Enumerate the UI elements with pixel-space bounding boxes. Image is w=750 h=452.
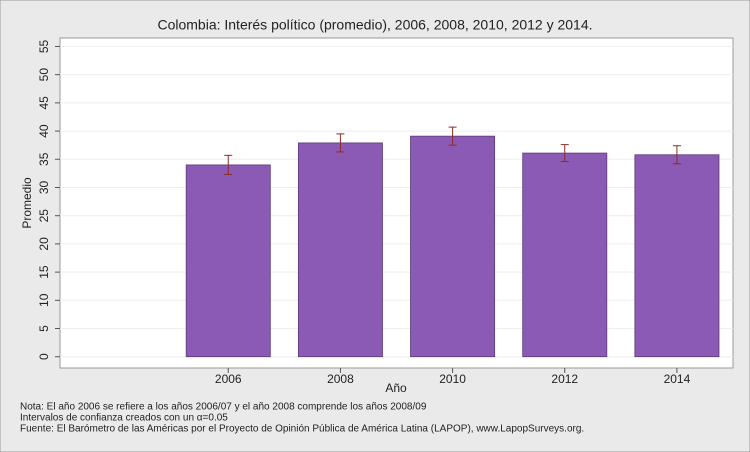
bar [410,135,496,358]
y-tick-label: 50 [37,68,51,82]
y-tick-label: 30 [37,180,51,194]
y-tick-label: 25 [37,209,51,223]
y-axis-label: Promedio [20,177,34,229]
y-tick-label: 15 [37,265,51,279]
bar [185,164,271,358]
y-tick-label: 0 [37,353,51,360]
x-axis-label: Año [385,381,407,395]
plot-area [59,37,734,369]
note: Intervalos de confianza creados con un α… [20,413,228,424]
y-tick-label: 5 [37,325,51,332]
y-tick-label: 10 [37,293,51,307]
error-bar [224,154,233,176]
error-bar [672,145,681,165]
error-bar [448,126,457,146]
y-tick-label: 40 [37,124,51,138]
y-tick-label: 20 [37,237,51,251]
note: Nota: El año 2006 se refiere a los años … [20,402,427,413]
chart-title: Colombia: Interés político (promedio), 2… [157,17,592,33]
x-tick-label: 2010 [439,372,466,386]
bar [634,154,720,358]
bar [522,152,608,358]
x-tick-label: 2008 [327,372,354,386]
x-tick-label: 2012 [551,372,578,386]
x-tick-label: 2014 [664,372,691,386]
bar [297,142,383,358]
y-tick-label: 45 [37,96,51,110]
note: Fuente: El Barómetro de las Américas por… [20,424,584,435]
y-tick-label: 55 [37,39,51,53]
x-tick-label: 2006 [215,372,242,386]
y-tick-label: 35 [37,152,51,166]
error-bar [336,133,345,153]
error-bar [560,144,569,163]
